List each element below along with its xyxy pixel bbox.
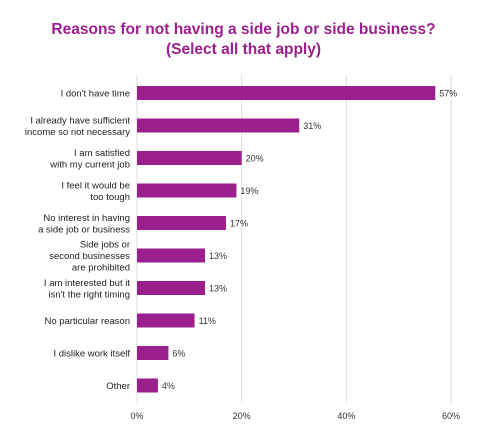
x-tick-label: 40% — [337, 411, 355, 421]
category-label-line: I already have sufficient — [30, 115, 130, 126]
bar — [137, 183, 237, 198]
category-label: I dislike work itself — [53, 349, 130, 360]
x-tick-label: 20% — [233, 411, 251, 421]
category-label-line: I don't have time — [61, 89, 130, 100]
chart-subtitle-line: (Select all that apply) — [165, 41, 322, 58]
x-tick-label: 0% — [130, 411, 143, 421]
value-label: 6% — [172, 349, 185, 359]
category-label-line: I am interested but it — [44, 278, 130, 289]
category-label-line: Other — [106, 381, 130, 392]
category-label-line: too tough — [90, 192, 130, 203]
bar — [137, 248, 206, 263]
value-label: 19% — [240, 186, 258, 196]
category-label: Side jobs or second businesses are prohibi… — [49, 240, 130, 274]
category-label-line: second businesses — [49, 251, 130, 262]
bar — [137, 346, 169, 360]
category-label-line: with my current job — [49, 159, 130, 170]
bar — [137, 281, 206, 295]
bar — [137, 118, 300, 133]
category-label-line: I dislike work itself — [53, 349, 130, 360]
category-label-line: No particular reason — [44, 316, 130, 327]
value-label: 17% — [230, 219, 248, 229]
category-label: No particular reason — [44, 316, 130, 327]
category-label-line: No interest in having — [43, 213, 130, 224]
category-label: I feel it would be too tough — [61, 180, 130, 203]
bar — [137, 216, 226, 230]
category-label: I am interested but it isn't the right ti… — [44, 278, 130, 301]
value-label: 13% — [209, 284, 227, 294]
value-label: 31% — [303, 121, 321, 131]
value-label: 11% — [199, 316, 216, 326]
category-label-line: are prohibited — [72, 263, 130, 274]
value-label: 57% — [439, 89, 457, 99]
bar — [137, 151, 242, 165]
chart-title: Reasons for not having a side job or sid… — [0, 20, 487, 60]
category-label: I don't have time — [61, 89, 130, 100]
category-label-line: a side job or business — [38, 224, 130, 235]
bar — [137, 86, 436, 100]
category-label: I am satisfied with my current job — [49, 148, 130, 171]
value-label: 13% — [209, 251, 227, 261]
category-label-line: income so not necessary — [25, 127, 130, 138]
category-label-line: Side jobs or — [80, 240, 130, 251]
x-tick-label: 60% — [442, 411, 460, 421]
bar — [137, 378, 158, 393]
category-label: I already have sufficient income so not n… — [25, 115, 130, 138]
chart-title-line: Reasons for not having a side job or sid… — [51, 21, 436, 38]
category-label-line: I feel it would be — [61, 180, 130, 191]
category-label-line: isn't the right timing — [48, 289, 130, 300]
category-label: Other — [106, 381, 130, 392]
value-label: 20% — [246, 154, 264, 164]
category-label-line: I am satisfied — [74, 148, 130, 159]
bar — [137, 313, 195, 328]
category-label: No interest in having a side job or busin… — [38, 213, 130, 236]
value-label: 4% — [162, 381, 175, 391]
